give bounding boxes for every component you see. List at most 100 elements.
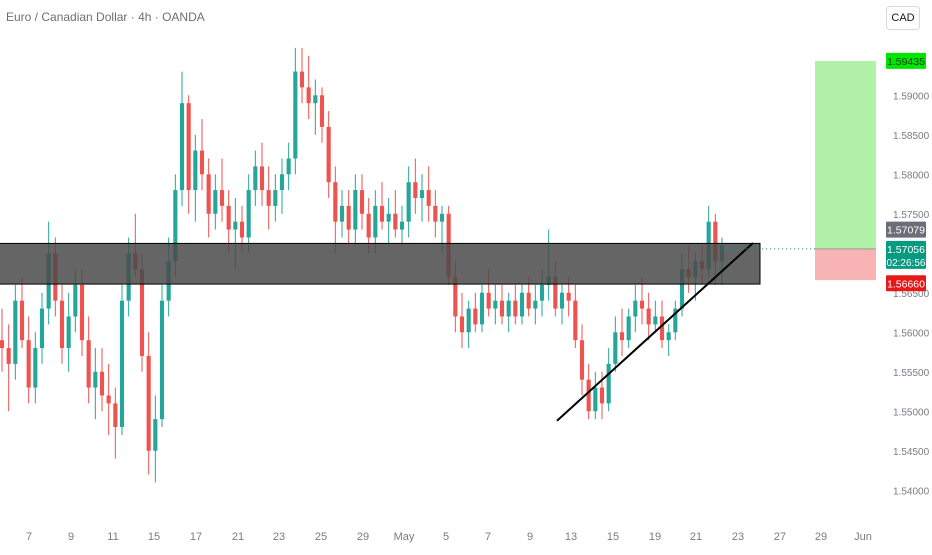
candle bbox=[419, 174, 425, 222]
candle bbox=[186, 95, 191, 214]
candle-body bbox=[333, 182, 338, 222]
candle-body bbox=[499, 300, 505, 317]
candle bbox=[306, 55, 311, 119]
candle-body bbox=[493, 300, 498, 309]
candle bbox=[573, 284, 578, 349]
candle bbox=[253, 150, 258, 206]
candle-body bbox=[633, 300, 638, 317]
candle-body bbox=[99, 371, 105, 396]
candle-body bbox=[379, 205, 385, 222]
candle-body bbox=[13, 300, 18, 364]
candle bbox=[673, 300, 678, 341]
candle bbox=[146, 332, 151, 475]
price-tick-label: 1.55000 bbox=[893, 407, 930, 418]
candle-body bbox=[479, 292, 485, 325]
candle bbox=[33, 332, 38, 404]
candle bbox=[626, 308, 631, 349]
candle bbox=[226, 190, 231, 254]
resistance-zone-box[interactable] bbox=[0, 242, 761, 285]
candle bbox=[286, 142, 291, 191]
price-tick-label: 1.59000 bbox=[893, 91, 930, 102]
candle-body bbox=[33, 348, 38, 388]
candle-body bbox=[159, 300, 165, 420]
candle bbox=[639, 276, 645, 325]
time-tick-label: 9 bbox=[527, 531, 533, 543]
stop-zone[interactable] bbox=[815, 248, 876, 281]
time-tick-label: 15 bbox=[607, 531, 619, 543]
time-tick-label: 7 bbox=[26, 531, 32, 543]
candle-body bbox=[426, 190, 431, 206]
candle-body bbox=[679, 269, 685, 309]
candle-body bbox=[239, 221, 245, 238]
candle bbox=[99, 348, 105, 412]
candle bbox=[393, 190, 398, 238]
target-zone[interactable] bbox=[815, 60, 876, 249]
candle bbox=[179, 71, 185, 206]
stop-price-badge: 1.56660 bbox=[886, 275, 926, 292]
price-tick-label: 1.56500 bbox=[893, 289, 930, 300]
stop-price-badge-text: 1.56660 bbox=[887, 278, 925, 290]
time-tick-label: 27 bbox=[774, 531, 786, 543]
candle bbox=[93, 348, 98, 420]
price-tick-label: 1.57500 bbox=[893, 210, 930, 221]
last-price-badge-text: 1.57056 bbox=[887, 244, 925, 256]
candle bbox=[13, 284, 18, 380]
target-price-badge-text: 1.59435 bbox=[887, 56, 925, 68]
candle bbox=[613, 316, 618, 372]
candle bbox=[493, 284, 498, 325]
candle-body bbox=[433, 205, 438, 222]
candle bbox=[259, 142, 265, 206]
candle-body bbox=[519, 292, 525, 317]
candle bbox=[666, 324, 671, 356]
candle bbox=[353, 174, 358, 246]
candle-body bbox=[626, 316, 631, 341]
candle-body bbox=[293, 71, 298, 159]
candle bbox=[373, 190, 378, 254]
candle bbox=[499, 284, 505, 325]
candle-body bbox=[146, 355, 151, 451]
price-tick-label: 1.58000 bbox=[893, 170, 930, 181]
candle-body bbox=[366, 213, 371, 238]
candle-body bbox=[413, 182, 418, 198]
candle-body bbox=[179, 103, 185, 191]
candle-body bbox=[26, 340, 31, 388]
candle bbox=[19, 276, 25, 349]
candle bbox=[646, 292, 651, 341]
candle bbox=[473, 292, 478, 333]
candle-body bbox=[539, 284, 545, 301]
currency-button[interactable]: CAD bbox=[886, 6, 920, 30]
candle bbox=[153, 395, 158, 483]
candle bbox=[193, 134, 198, 222]
candle bbox=[459, 292, 465, 349]
candle bbox=[506, 292, 511, 333]
candle-body bbox=[219, 190, 225, 206]
candle-body bbox=[93, 371, 98, 388]
target-price-badge: 1.59435 bbox=[886, 52, 926, 69]
time-tick-label: 21 bbox=[690, 531, 702, 543]
time-tick-label: 29 bbox=[815, 531, 827, 543]
candle bbox=[213, 174, 218, 230]
candle-body bbox=[346, 205, 351, 230]
candle-body bbox=[459, 316, 465, 333]
candle bbox=[299, 47, 305, 104]
trendline[interactable] bbox=[556, 242, 754, 422]
candle-body bbox=[6, 348, 11, 364]
candle bbox=[333, 166, 338, 254]
candle-body bbox=[339, 205, 345, 222]
candle-body bbox=[506, 300, 511, 317]
candle-body bbox=[513, 300, 518, 317]
price-tick-label: 1.56000 bbox=[893, 328, 930, 339]
candle bbox=[6, 324, 11, 412]
price-tick-label: 1.54500 bbox=[893, 447, 930, 458]
price-tick-label: 1.55500 bbox=[893, 368, 930, 379]
time-tick-label: May bbox=[394, 531, 415, 543]
time-tick-label: 17 bbox=[190, 531, 202, 543]
candle bbox=[653, 300, 658, 333]
candle bbox=[313, 79, 318, 135]
candle bbox=[426, 166, 431, 222]
candle-body bbox=[526, 292, 531, 309]
candle-body bbox=[233, 221, 238, 230]
candle-body bbox=[419, 190, 425, 198]
